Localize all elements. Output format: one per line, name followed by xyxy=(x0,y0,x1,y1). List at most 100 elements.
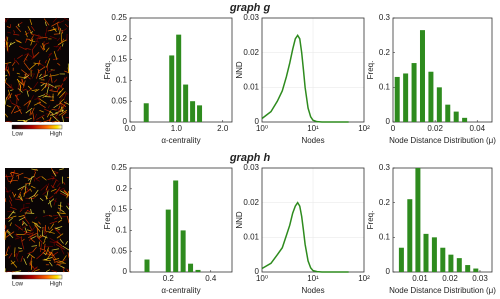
network-edge xyxy=(57,37,61,42)
network-edge xyxy=(31,95,34,100)
network-edge xyxy=(4,198,7,203)
network-edge xyxy=(33,269,40,272)
network-edge xyxy=(29,19,33,26)
network-edge xyxy=(33,189,39,197)
network-edge xyxy=(33,81,39,89)
axes-frame xyxy=(261,167,365,273)
network-edge xyxy=(27,53,34,59)
network-edge xyxy=(49,215,53,217)
network-edge xyxy=(10,83,14,90)
network-edge xyxy=(31,245,38,247)
network-edge xyxy=(29,63,37,70)
y-tick-label: 0.2 xyxy=(116,184,128,193)
network-edge xyxy=(53,102,61,109)
network-edge xyxy=(35,41,40,43)
network-edge xyxy=(57,87,64,96)
network-edge xyxy=(22,210,28,219)
network-edge xyxy=(31,75,34,79)
y-tick-label: 0.15 xyxy=(111,205,127,214)
y-tick-label: 0.02 xyxy=(243,48,259,57)
network-edge xyxy=(19,209,23,213)
y-tick-label: 0.03 xyxy=(243,13,259,22)
network-edge xyxy=(5,270,12,273)
network-edge xyxy=(59,168,64,171)
network-edge xyxy=(38,235,43,240)
network-edge xyxy=(7,86,14,89)
network-edge xyxy=(18,216,26,221)
network-edge xyxy=(42,240,46,245)
network-edge xyxy=(21,240,25,250)
network-edge xyxy=(58,20,65,24)
network-image xyxy=(4,167,70,273)
network-edge xyxy=(21,222,25,226)
x-axis-label: α-centrality xyxy=(161,136,200,145)
bar xyxy=(440,247,446,272)
network-edge xyxy=(14,224,24,231)
bar xyxy=(465,265,471,272)
x-tick-label: 10² xyxy=(358,274,370,283)
network-edge xyxy=(16,72,20,75)
network-edge xyxy=(57,62,61,66)
network-edge xyxy=(4,61,12,65)
network-edge xyxy=(56,262,60,267)
network-edge xyxy=(52,115,60,123)
network-edge xyxy=(33,222,42,229)
y-tick-label: 0.01 xyxy=(243,232,259,241)
network-edge xyxy=(7,93,13,101)
network-edge xyxy=(61,28,67,33)
network-edge xyxy=(59,238,64,244)
network-edge xyxy=(28,176,33,186)
network-edge xyxy=(46,58,51,68)
network-edge xyxy=(49,74,59,77)
network-edge xyxy=(5,174,9,183)
network-edge xyxy=(39,109,44,113)
network-edge xyxy=(5,37,9,45)
network-edge xyxy=(52,170,57,177)
network-edge xyxy=(57,23,60,31)
network-edge xyxy=(45,26,48,36)
network-edge xyxy=(44,258,48,261)
network-edge xyxy=(56,86,60,93)
network-edge xyxy=(9,206,17,210)
network-edge xyxy=(30,236,36,240)
network-edge xyxy=(49,220,58,225)
network-edge xyxy=(20,206,29,210)
y-tick-label: 0.05 xyxy=(111,96,127,105)
bar xyxy=(144,259,150,272)
network-edge xyxy=(6,26,11,28)
bar xyxy=(436,87,442,122)
network-edge xyxy=(48,228,54,234)
network-edge xyxy=(31,43,38,51)
network-edge xyxy=(46,110,52,118)
network-edge xyxy=(21,238,25,242)
bar xyxy=(431,237,437,272)
network-edge xyxy=(44,92,53,98)
network-edge xyxy=(30,260,33,270)
y-tick-label: 0 xyxy=(386,267,391,276)
network-edge xyxy=(33,176,36,182)
network-edge xyxy=(62,101,67,108)
network-edge xyxy=(24,39,28,43)
bar xyxy=(473,268,479,272)
y-tick-label: 0.1 xyxy=(116,76,128,85)
network-edge xyxy=(30,185,36,189)
line xyxy=(261,33,349,123)
network-edge xyxy=(19,193,24,202)
network-edge xyxy=(64,23,69,28)
x-axis-label: Node Distance Distribution (μ) xyxy=(389,136,496,145)
network-edge xyxy=(50,175,59,182)
y-axis-label: Freq. xyxy=(366,61,375,80)
network-edge xyxy=(40,82,46,84)
network-edge xyxy=(21,78,25,87)
network-edge xyxy=(43,119,51,123)
network-edge xyxy=(18,250,23,252)
network-edge xyxy=(26,253,31,259)
network-edge xyxy=(58,259,67,264)
network-edge xyxy=(5,217,12,220)
network-edge xyxy=(23,176,32,180)
network-edge xyxy=(48,53,52,56)
x-tick-label: 0.02 xyxy=(442,274,458,283)
x-tick-label: 0 xyxy=(391,124,396,133)
network-edge xyxy=(30,238,36,243)
network-edge xyxy=(58,46,62,50)
